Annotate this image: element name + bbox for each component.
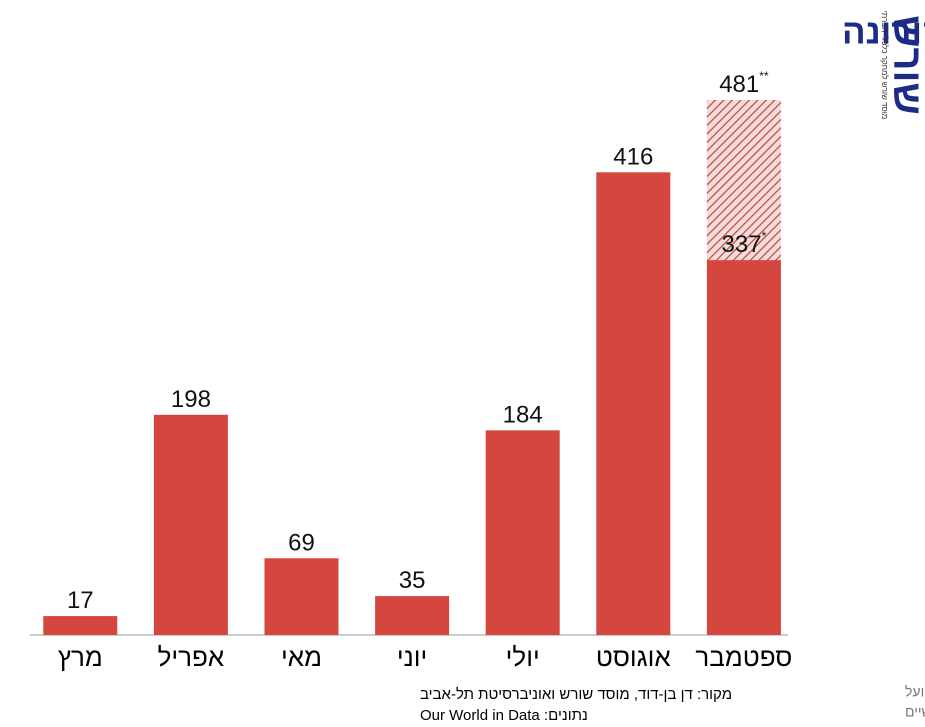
footnote: * ב-21 בספטמבר בפועל bbox=[905, 684, 925, 700]
bar bbox=[153, 414, 228, 635]
value-label: 416 bbox=[613, 144, 653, 171]
source: מקור: דן בן-דוד, מוסד שורש ואוניברסיטת ת… bbox=[420, 686, 732, 703]
bar bbox=[264, 558, 339, 635]
bar bbox=[43, 616, 118, 635]
value-label: 69 bbox=[288, 530, 315, 557]
x-tick-label: יוני bbox=[397, 642, 427, 672]
value-label: 35 bbox=[399, 567, 426, 594]
x-tick-label: אפריל bbox=[158, 642, 225, 672]
x-tick-label: אוגוסט bbox=[596, 642, 671, 672]
value-label: 184 bbox=[503, 402, 543, 429]
chart-title: מקרי מוות חודשיים בישראל מנגיף הקורונה bbox=[842, 12, 925, 51]
data-source: נתונים: Our World in Data bbox=[420, 707, 588, 724]
x-tick-label: יולי bbox=[506, 642, 540, 672]
x-tick-label: מאי bbox=[281, 642, 322, 672]
bar bbox=[485, 430, 560, 635]
value-label: 17 bbox=[67, 587, 94, 614]
footnote: ** ב-21 בספטמבר במונחים חודשיים bbox=[905, 704, 925, 720]
bar bbox=[706, 260, 781, 635]
bar bbox=[375, 596, 450, 635]
value-label: 337* bbox=[722, 229, 767, 258]
value-label: 481** bbox=[719, 69, 769, 98]
logo: שורש bbox=[885, 15, 925, 115]
value-label: 198 bbox=[171, 386, 211, 413]
logo-tagline: מוסד שורש למחקר כלכלי-חברתי bbox=[880, 11, 889, 120]
x-tick-label: מרץ bbox=[58, 642, 103, 672]
x-tick-label: ספטמבר bbox=[695, 642, 792, 672]
bar bbox=[596, 172, 671, 635]
